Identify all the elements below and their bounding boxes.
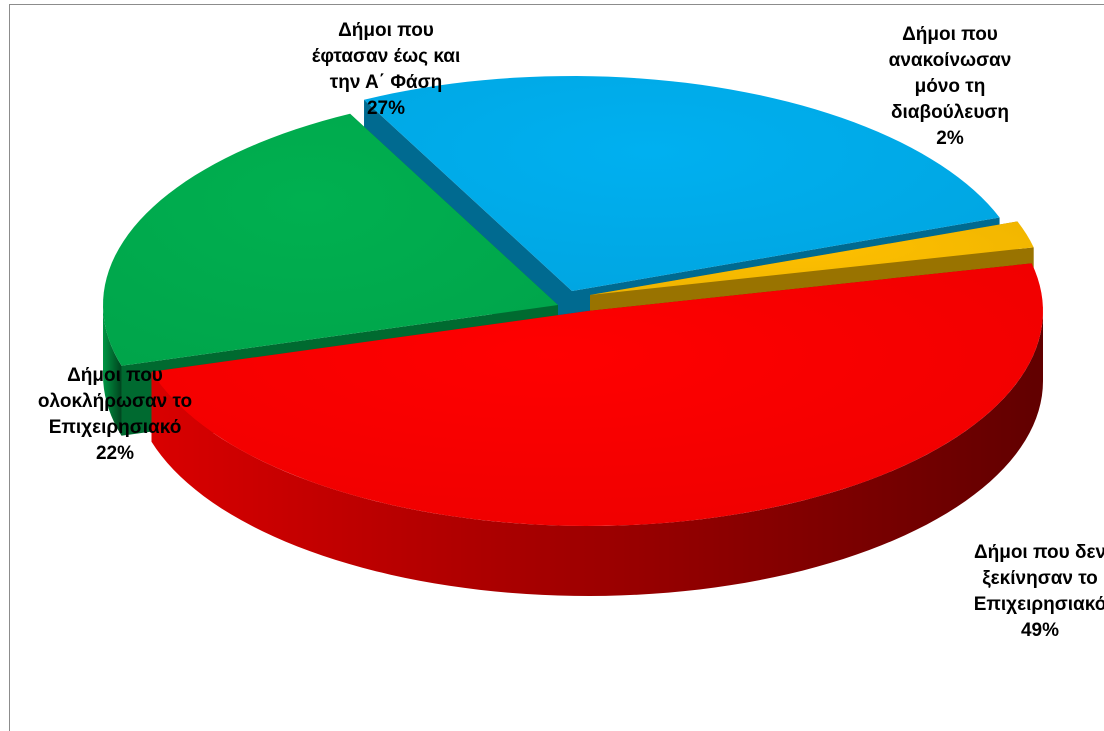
data-label-line: ξεκίνησαν το [982, 568, 1098, 589]
data-label: Δήμοι που ανακοίνωσαν μόνο τη διαβούλευση 2% [889, 24, 1012, 149]
data-label-line: Δήμοι που [902, 24, 998, 45]
data-label-line: Επιχειρησιακό [974, 594, 1104, 615]
data-label-line: Δήμοι που [67, 365, 163, 386]
data-label-line: διαβούλευση [891, 102, 1009, 123]
data-label-line: Δήμοι που δεν [974, 542, 1104, 563]
pie-chart: Δήμοι που ανακοίνωσαν μόνο τη διαβούλευση 2%… [38, 20, 1104, 641]
data-label-value: 27% [367, 98, 405, 119]
data-label-line: έφτασαν έως και [312, 46, 461, 67]
slice-side-wall [151, 311, 1043, 596]
data-label-line: μόνο τη [915, 76, 986, 97]
data-label: Δήμοι που δεν ξεκίνησαν το Επιχειρησιακό 49… [974, 542, 1104, 641]
pie-slice [151, 263, 1043, 526]
data-label-value: 2% [936, 128, 964, 149]
data-label-line: ολοκλήρωσαν το [38, 391, 192, 412]
slice-side-wall [103, 305, 122, 436]
pie-slice [364, 76, 1000, 291]
data-label-line: την Α΄ Φάση [330, 72, 442, 93]
data-label-value: 22% [96, 443, 134, 464]
data-label-value: 49% [1021, 620, 1059, 641]
data-label-line: Δήμοι που [338, 20, 434, 41]
chart-area: Δήμοι που ανακοίνωσαν μόνο τη διαβούλευση 2%… [9, 4, 1104, 731]
pie-slice [590, 221, 1034, 295]
data-label-line: Επιχειρησιακό [49, 417, 182, 438]
data-label: Δήμοι που έφτασαν έως και την Α΄ Φάση 27% [312, 20, 461, 119]
data-label-line: ανακοίνωσαν [889, 50, 1012, 71]
data-labels: Δήμοι που ανακοίνωσαν μόνο τη διαβούλευση 2%… [38, 20, 1104, 641]
pie-slice [103, 113, 559, 366]
pie-tops [103, 76, 1043, 526]
data-label: Δήμοι που ολοκλήρωσαν το Επιχειρησιακό 22% [38, 365, 192, 464]
